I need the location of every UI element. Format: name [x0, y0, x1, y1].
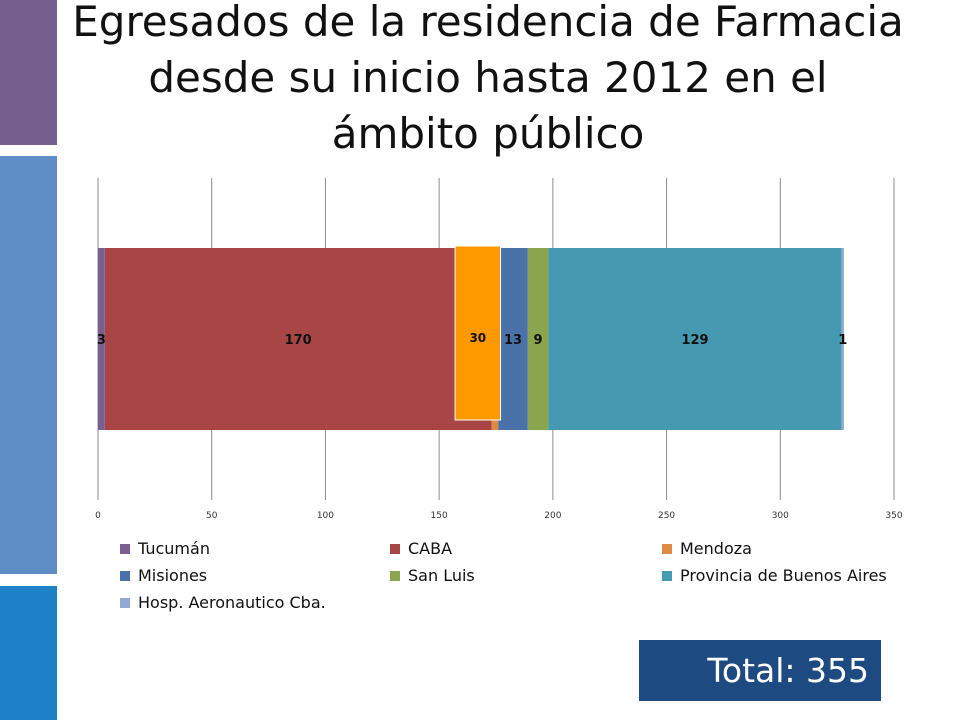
legend-swatch — [120, 544, 130, 554]
legend-item-5: Provincia de Buenos Aires — [662, 565, 920, 587]
legend-label: Mendoza — [680, 539, 752, 558]
legend-label: CABA — [408, 539, 453, 558]
legend-item-0: Tucumán — [120, 538, 390, 560]
legend-item-6: Hosp. Aeronautico Cba. — [120, 592, 390, 614]
chart-legend: Tucumán CABA Mendoza Misiones San Luis Provin… — [120, 538, 920, 614]
x-tick-label-7: 350 — [885, 511, 902, 521]
data-label-0: 3 — [97, 333, 106, 348]
data-label-3: 13 — [504, 333, 522, 348]
legend-swatch — [120, 571, 130, 581]
bar-segments — [98, 248, 844, 430]
legend-label: Hosp. Aeronautico Cba. — [138, 593, 326, 612]
data-label-6: 1 — [838, 333, 847, 348]
legend-swatch — [120, 598, 130, 608]
bar-segment-5 — [548, 248, 842, 430]
annotation-group: 30 — [454, 245, 502, 421]
legend-swatch — [390, 544, 400, 554]
legend-item-2: Mendoza — [662, 538, 920, 560]
x-tick-label-0: 0 — [95, 511, 101, 521]
bar-segment-0 — [98, 248, 105, 430]
side-bar-purple — [0, 0, 57, 145]
legend-item-1: CABA — [390, 538, 662, 560]
data-labels: 3 170 13 9 129 1 — [97, 333, 847, 348]
annotation-box — [454, 245, 502, 421]
data-label-5: 129 — [681, 333, 708, 348]
bar-segment-6 — [841, 248, 844, 430]
data-label-1: 170 — [285, 333, 312, 348]
x-tick-label-3: 150 — [431, 511, 448, 521]
legend-item-3: Misiones — [120, 565, 390, 587]
slide-title: Egresados de la residencia de Farmacia d… — [72, 0, 904, 158]
x-tick-label-2: 100 — [317, 511, 334, 521]
legend-swatch — [390, 571, 400, 581]
bar-segment-3 — [498, 248, 528, 430]
legend-item-4: San Luis — [390, 565, 662, 587]
legend-swatch — [662, 571, 672, 581]
x-tick-label-4: 200 — [544, 511, 561, 521]
legend-label: Tucumán — [138, 539, 210, 558]
bar-segment-1 — [104, 248, 492, 430]
bar-segment-4 — [527, 248, 549, 430]
total-box: Total: 355 — [639, 640, 881, 701]
legend-label: Provincia de Buenos Aires — [680, 566, 887, 585]
x-tick-label-5: 250 — [658, 511, 675, 521]
data-label-4: 9 — [534, 333, 543, 348]
total-label: Total: 355 — [707, 651, 869, 690]
x-tick-label-1: 50 — [206, 511, 218, 521]
legend-swatch — [662, 544, 672, 554]
legend-label: San Luis — [408, 566, 475, 585]
x-tick-labels: 0 50 100 150 200 250 300 350 — [95, 511, 903, 521]
annotation-label: 30 — [469, 331, 486, 345]
side-bar-blue — [0, 156, 57, 574]
x-tick-label-6: 300 — [772, 511, 789, 521]
side-bar-dark-blue — [0, 586, 57, 720]
legend-label: Misiones — [138, 566, 208, 585]
